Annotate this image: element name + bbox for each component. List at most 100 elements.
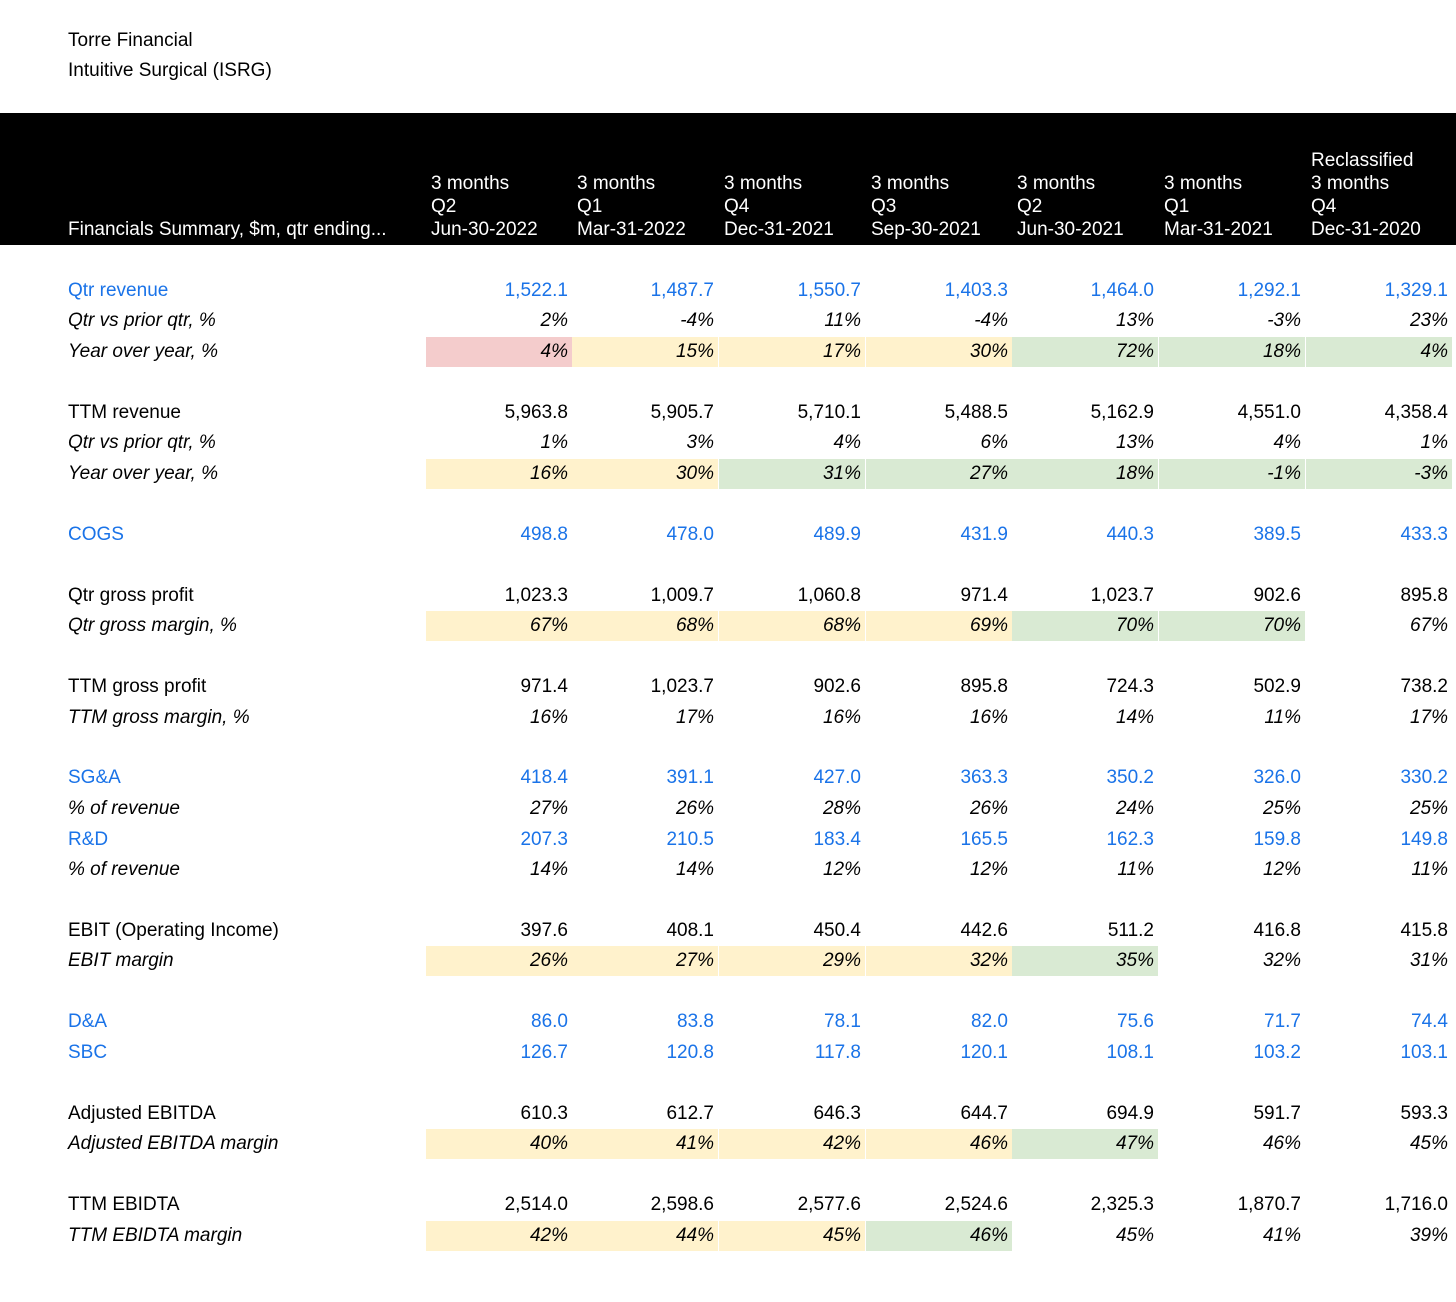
- table-cell: 17%: [1409, 707, 1448, 728]
- table-cell: 45%: [719, 1221, 865, 1251]
- table-cell: 11%: [824, 310, 861, 331]
- row-label: Qtr gross margin, %: [68, 615, 237, 636]
- table-cell: 1,487.7: [650, 280, 714, 301]
- table-cell: 895.8: [960, 676, 1008, 697]
- table-cell: 612.7: [666, 1103, 714, 1124]
- table-cell: 39%: [1409, 1225, 1448, 1246]
- table-cell: 391.1: [666, 767, 714, 788]
- table-cell: 694.9: [1106, 1103, 1154, 1124]
- table-header: Financials Summary, $m, qtr ending... 3 …: [0, 113, 1456, 245]
- column-header: Reclassified 3 months Q4 Dec-31-2020: [1311, 149, 1421, 241]
- table-cell: 1,060.8: [797, 585, 861, 606]
- table-cell: 902.6: [1253, 585, 1301, 606]
- column-header-line: Jun-30-2022: [431, 219, 538, 240]
- row-label: TTM gross margin, %: [68, 707, 250, 728]
- table-cell: -4%: [680, 310, 714, 331]
- row-label: Qtr vs prior qtr, %: [68, 432, 216, 453]
- table-cell: 16%: [969, 707, 1008, 728]
- column-header-line: 3 months: [724, 173, 803, 194]
- table-cell: 12%: [1262, 859, 1301, 880]
- column-header-line: Dec-31-2020: [1311, 219, 1421, 240]
- table-cell: 1,329.1: [1384, 280, 1448, 301]
- table-row: TTM revenue 5,963.8 5,905.7 5,710.1 5,488.5 5…: [0, 398, 1456, 428]
- table-cell: 44%: [572, 1221, 718, 1251]
- table-cell: 511.2: [1107, 920, 1154, 941]
- table-cell: 31%: [719, 459, 865, 489]
- row-label: D&A: [68, 1011, 108, 1032]
- table-cell: 28%: [822, 798, 861, 819]
- column-header: 3 months Q4 Dec-31-2021: [724, 172, 834, 241]
- row-label: Qtr gross profit: [68, 585, 194, 606]
- table-cell: 70%: [1012, 611, 1158, 641]
- table-cell: 71.7: [1264, 1011, 1301, 1032]
- table-row: EBIT (Operating Income) 397.6 408.1 450.4 44…: [0, 916, 1456, 946]
- table-cell: 11%: [1411, 859, 1448, 880]
- table-cell: 26%: [675, 798, 714, 819]
- table-cell: 1,009.7: [650, 585, 714, 606]
- table-cell: 644.7: [960, 1103, 1008, 1124]
- table-cell: 32%: [1262, 950, 1301, 971]
- table-cell: 489.9: [813, 524, 861, 545]
- table-cell: 40%: [426, 1129, 572, 1159]
- column-header-line: Q1: [1164, 196, 1190, 217]
- table-cell: 72%: [1012, 337, 1158, 367]
- table-cell: 2%: [540, 310, 568, 331]
- table-cell: 68%: [572, 611, 718, 641]
- table-cell: 4%: [426, 337, 572, 367]
- table-cell: 2,577.6: [797, 1194, 861, 1215]
- row-label: Year over year, %: [68, 341, 218, 362]
- table-cell: 120.1: [960, 1042, 1008, 1063]
- table-cell: 86.0: [531, 1011, 568, 1032]
- row-label: TTM EBIDTA margin: [68, 1225, 243, 1246]
- table-cell: 4%: [1306, 337, 1452, 367]
- table-cell: 12%: [822, 859, 861, 880]
- table-cell: 117.8: [814, 1042, 861, 1063]
- table-cell: 16%: [822, 707, 861, 728]
- table-cell: 502.9: [1253, 676, 1301, 697]
- table-cell: -4%: [974, 310, 1008, 331]
- table-cell: 27%: [866, 459, 1012, 489]
- column-header-line: Q1: [577, 196, 603, 217]
- table-cell: 1,023.7: [1090, 585, 1154, 606]
- table-cell: 431.9: [960, 524, 1008, 545]
- table-cell: 363.3: [960, 767, 1008, 788]
- table-cell: 18%: [1159, 337, 1305, 367]
- table-cell: 32%: [866, 946, 1012, 976]
- row-label: SBC: [68, 1042, 108, 1063]
- table-cell: 6%: [980, 432, 1008, 453]
- table-cell: 5,488.5: [944, 402, 1008, 423]
- table-cell: 5,710.1: [797, 402, 861, 423]
- table-cell: 971.4: [960, 585, 1008, 606]
- table-row: Qtr revenue 1,522.1 1,487.7 1,550.7 1,403.3 1…: [0, 276, 1456, 306]
- table-cell: 24%: [1115, 798, 1154, 819]
- table-cell: 46%: [866, 1221, 1012, 1251]
- table-cell: 14%: [529, 859, 568, 880]
- row-label: EBIT (Operating Income): [68, 920, 279, 941]
- table-cell: 1,023.7: [650, 676, 714, 697]
- table-cell: -3%: [1306, 459, 1452, 489]
- row-label: Year over year, %: [68, 463, 218, 484]
- row-label: % of revenue: [68, 859, 180, 880]
- column-header-line: 3 months: [431, 173, 510, 194]
- row-label: TTM gross profit: [68, 676, 207, 697]
- table-cell: 42%: [426, 1221, 572, 1251]
- table-cell: 120.8: [666, 1042, 714, 1063]
- table-cell: 11%: [1264, 707, 1301, 728]
- table-row: Qtr gross profit 1,023.3 1,009.7 1,060.8 971…: [0, 581, 1456, 611]
- table-cell: 971.4: [520, 676, 568, 697]
- table-cell: 646.3: [813, 1103, 861, 1124]
- table-cell: 4,551.0: [1237, 402, 1301, 423]
- table-cell: 47%: [1012, 1129, 1158, 1159]
- table-cell: 11%: [1117, 859, 1154, 880]
- table-cell: 14%: [1115, 707, 1154, 728]
- table-cell: 1,550.7: [797, 280, 861, 301]
- table-cell: 1,870.7: [1237, 1194, 1301, 1215]
- table-cell: 2,325.3: [1090, 1194, 1154, 1215]
- row-label: COGS: [68, 524, 124, 545]
- row-label: Adjusted EBITDA: [68, 1103, 216, 1124]
- table-cell: 418.4: [520, 767, 568, 788]
- column-header: 3 months Q3 Sep-30-2021: [871, 172, 981, 241]
- table-cell: 42%: [719, 1129, 865, 1159]
- table-cell: 427.0: [813, 767, 861, 788]
- row-label: % of revenue: [68, 798, 180, 819]
